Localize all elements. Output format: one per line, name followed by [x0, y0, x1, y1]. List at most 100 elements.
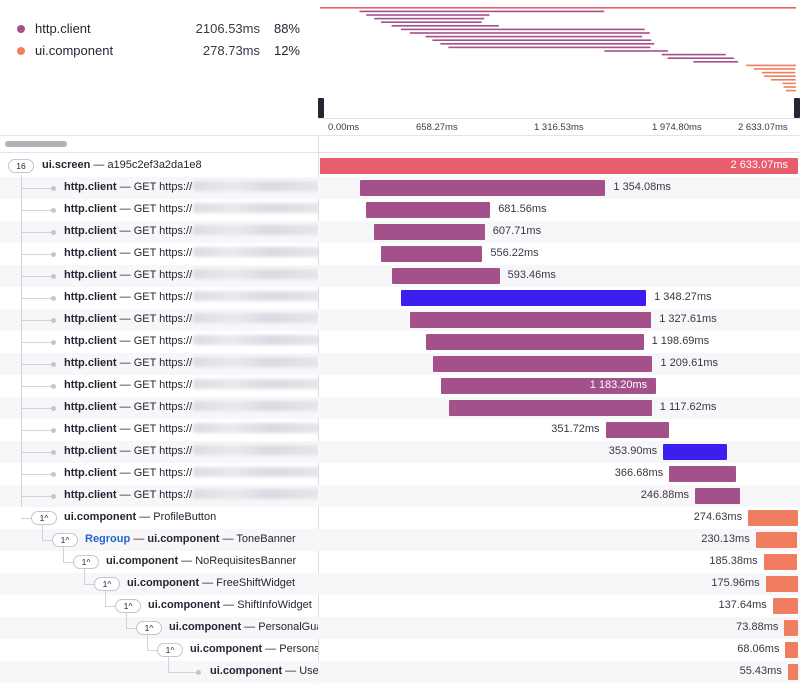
collapse-toggle-badge[interactable]: 1^ [136, 621, 162, 635]
span-row[interactable]: 1^ ui.component — NoRequisitesBanner 185.3… [0, 551, 800, 573]
tree-connector [42, 540, 52, 541]
span-row[interactable]: http.client — GET https:// 351.72ms [0, 419, 800, 441]
span-row[interactable]: http.client — GET https:// 1 348.27ms [0, 287, 800, 309]
span-row[interactable]: http.client — GET https:// 1 354.08ms [0, 177, 800, 199]
span-tree-cell[interactable]: http.client — GET https:// [0, 287, 318, 309]
span-tree-cell[interactable]: ui.component — Use [0, 661, 318, 683]
span-row[interactable]: http.client — GET https:// 607.71ms [0, 221, 800, 243]
span-tree-cell[interactable]: http.client — GET https:// [0, 419, 318, 441]
span-duration-bar[interactable] [381, 246, 483, 262]
span-duration-bar[interactable] [426, 334, 644, 350]
span-row[interactable]: http.client — GET https:// 246.88ms [0, 485, 800, 507]
span-tree-cell[interactable]: http.client — GET https:// [0, 375, 318, 397]
collapse-toggle-badge[interactable]: 1^ [73, 555, 99, 569]
legend-item[interactable]: http.client 2106.53ms 88% [0, 18, 318, 40]
span-tree-cell[interactable]: http.client — GET https:// [0, 331, 318, 353]
span-tree-cell[interactable]: http.client — GET https:// [0, 485, 318, 507]
span-row[interactable]: 1^ ui.component — ShiftInfoWidget 137.64ms [0, 595, 800, 617]
span-row[interactable]: http.client — GET https:// 353.90ms [0, 441, 800, 463]
span-row[interactable]: http.client — GET https:// 1 183.20ms [0, 375, 800, 397]
span-row[interactable]: http.client — GET https:// 1 117.62ms [0, 397, 800, 419]
span-op: http.client [64, 313, 117, 325]
span-row[interactable]: 1^ ui.component — Persona 68.06ms [0, 639, 800, 661]
span-row[interactable]: http.client — GET https:// 366.68ms [0, 463, 800, 485]
span-duration-bar[interactable] [366, 202, 491, 218]
span-tree-cell[interactable]: 1^ ui.component — ShiftInfoWidget [0, 595, 318, 617]
legend-item[interactable]: ui.component 278.73ms 12% [0, 40, 318, 62]
span-row[interactable]: ui.component — Use 55.43ms [0, 661, 800, 683]
span-tree-cell[interactable]: 1^ ui.component — PersonalGua [0, 617, 318, 639]
span-duration-bar[interactable] [763, 554, 798, 570]
span-op: ui.component [190, 643, 263, 655]
span-tree-cell[interactable]: 1^ ui.component — FreeShiftWidget [0, 573, 318, 595]
span-row[interactable]: http.client — GET https:// 556.22ms [0, 243, 800, 265]
span-duration-bar[interactable] [755, 532, 798, 548]
tree-node-dot [51, 472, 56, 477]
span-duration-bar[interactable] [787, 664, 798, 680]
span-duration-bar[interactable] [748, 510, 798, 526]
span-row[interactable]: http.client — GET https:// 1 209.61ms [0, 353, 800, 375]
span-duration-bar[interactable] [440, 378, 656, 394]
span-duration-bar[interactable] [784, 620, 798, 636]
span-description: ToneBanner [236, 533, 296, 545]
minimap-span [782, 82, 796, 85]
collapse-toggle-badge[interactable]: 1^ [115, 599, 141, 613]
trace-minimap[interactable] [318, 0, 800, 118]
span-row[interactable]: 1^ Regroup — ui.component — ToneBanner 230… [0, 529, 800, 551]
span-row[interactable]: http.client — GET https:// 681.56ms [0, 199, 800, 221]
span-duration-bar[interactable] [663, 444, 728, 460]
tree-node-dot [51, 406, 56, 411]
scrollbar-thumb[interactable] [5, 141, 67, 147]
span-tree-cell[interactable]: http.client — GET https:// [0, 441, 318, 463]
span-duration-bar[interactable] [359, 180, 606, 196]
span-duration-bar[interactable] [374, 224, 485, 240]
collapse-toggle-badge[interactable]: 1^ [94, 577, 120, 591]
span-tree-cell[interactable]: http.client — GET https:// [0, 243, 318, 265]
span-duration-bar[interactable] [669, 466, 736, 482]
minimap-left-handle[interactable] [318, 98, 324, 118]
span-duration-bar[interactable] [432, 356, 653, 372]
span-tree-cell[interactable]: 16 ui.screen — a195c2ef3a2da1e8 [0, 155, 318, 177]
span-duration-bar[interactable] [695, 488, 740, 504]
child-count-badge[interactable]: 16 [8, 159, 34, 173]
span-duration-bar[interactable] [401, 290, 647, 306]
span-tree-cell[interactable]: http.client — GET https:// [0, 177, 318, 199]
span-tree-cell[interactable]: 1^ Regroup — ui.component — ToneBanner [0, 529, 318, 551]
span-duration-bar[interactable] [391, 268, 500, 284]
span-tree-cell[interactable]: http.client — GET https:// [0, 397, 318, 419]
collapse-toggle-badge[interactable]: 1^ [157, 643, 183, 657]
span-row[interactable]: 1^ ui.component — PersonalGua 73.88ms [0, 617, 800, 639]
tree-guide [63, 547, 64, 563]
tree-connector [21, 188, 53, 189]
minimap-span [432, 39, 652, 41]
span-row[interactable]: http.client — GET https:// 593.46ms [0, 265, 800, 287]
span-tree-cell[interactable]: 1^ ui.component — ProfileButton [0, 507, 318, 529]
span-op: http.client [64, 225, 117, 237]
span-row[interactable]: 1^ ui.component — FreeShiftWidget 175.96ms [0, 573, 800, 595]
span-tree-cell[interactable]: http.client — GET https:// [0, 309, 318, 331]
collapse-toggle-badge[interactable]: 1^ [31, 511, 57, 525]
span-tree-cell[interactable]: http.client — GET https:// [0, 463, 318, 485]
span-row[interactable]: http.client — GET https:// 1 198.69ms [0, 331, 800, 353]
span-tree-cell[interactable]: http.client — GET https:// [0, 199, 318, 221]
span-tree-cell[interactable]: 1^ ui.component — Persona [0, 639, 318, 661]
span-tree-cell[interactable]: 1^ ui.component — NoRequisitesBanner [0, 551, 318, 573]
span-duration-bar[interactable] [765, 576, 798, 592]
span-duration-bar[interactable] [448, 400, 652, 416]
collapse-toggle-badge[interactable]: 1^ [52, 533, 78, 547]
span-tree-cell[interactable]: http.client — GET https:// [0, 353, 318, 375]
span-duration-bar[interactable] [320, 158, 798, 174]
tree-horizontal-scrollbar[interactable] [0, 138, 318, 152]
span-duration-bar[interactable] [410, 312, 652, 328]
span-duration-bar[interactable] [605, 422, 670, 438]
span-row[interactable]: http.client — GET https:// 1 327.61ms [0, 309, 800, 331]
span-tree-cell[interactable]: http.client — GET https:// [0, 265, 318, 287]
span-duration-bar[interactable] [772, 598, 798, 614]
span-tree-cell[interactable]: http.client — GET https:// [0, 221, 318, 243]
span-row[interactable]: 1^ ui.component — ProfileButton 274.63ms [0, 507, 800, 529]
span-label: http.client — GET https:// [64, 467, 318, 479]
regroup-tag[interactable]: Regroup [85, 533, 131, 545]
span-duration-bar[interactable] [785, 642, 798, 658]
minimap-right-handle[interactable] [794, 98, 800, 118]
span-row[interactable]: 16 ui.screen — a195c2ef3a2da1e8 2 633.07ms [0, 155, 800, 177]
